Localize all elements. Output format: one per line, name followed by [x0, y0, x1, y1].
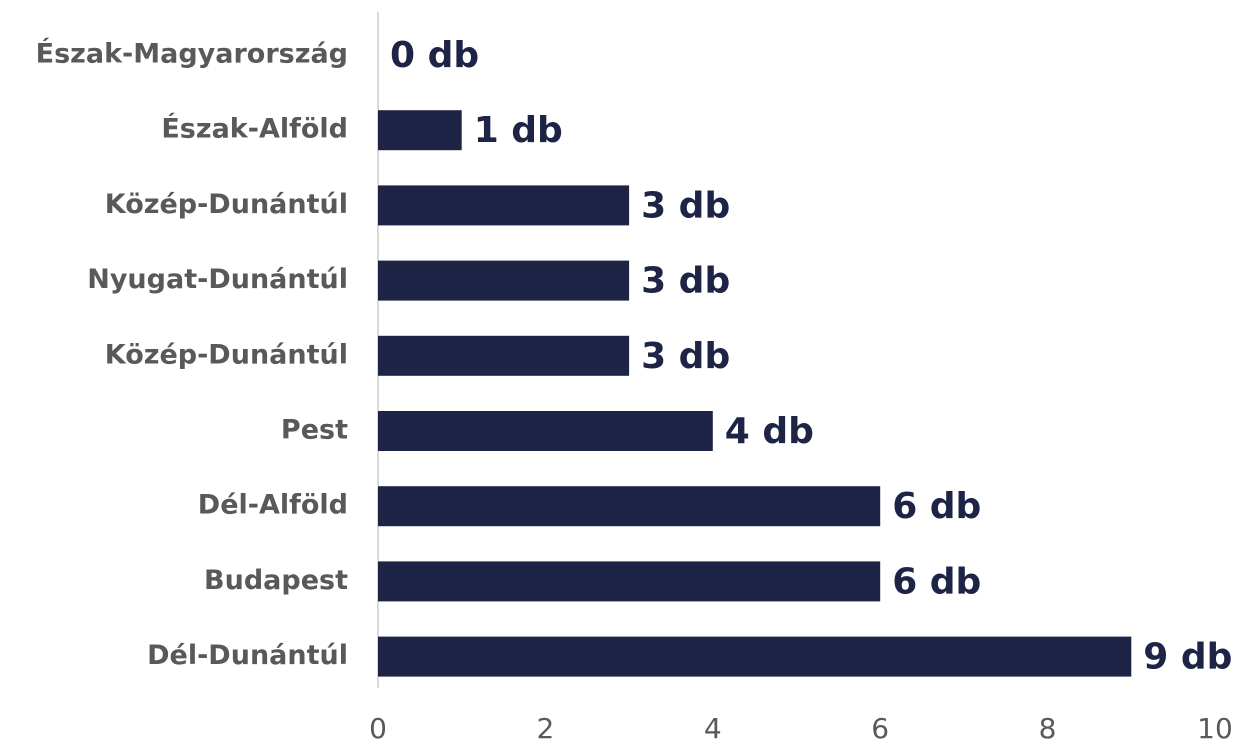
value-label: 1 db: [474, 110, 563, 151]
bar: [378, 411, 713, 451]
category-label: Közép-Dunántúl: [105, 189, 348, 220]
category-label: Észak-Magyarország: [36, 38, 348, 70]
category-label: Észak-Alföld: [161, 113, 348, 145]
value-label: 4 db: [725, 411, 814, 452]
value-label: 0 db: [390, 35, 479, 76]
value-label: 6 db: [892, 561, 981, 602]
bar: [378, 185, 630, 226]
value-label: 3 db: [641, 336, 730, 377]
category-label: Budapest: [204, 565, 348, 596]
value-label: 3 db: [641, 185, 730, 226]
bar: [378, 110, 462, 151]
category-label: Nyugat-Dunántúl: [87, 264, 348, 295]
value-label: 3 db: [641, 261, 730, 302]
bar: [378, 486, 881, 527]
x-tick-label: 10: [1197, 712, 1233, 745]
x-tick-label: 6: [871, 712, 889, 745]
bar: [378, 636, 1132, 677]
bar: [378, 561, 881, 602]
value-label: 9 db: [1143, 637, 1232, 678]
x-tick-label: 8: [1039, 712, 1057, 745]
x-tick-label: 4: [704, 712, 722, 745]
category-label: Dél-Alföld: [198, 490, 348, 521]
category-label: Közép-Dunántúl: [105, 339, 348, 370]
category-label: Pest: [281, 415, 348, 446]
x-tick-label: 0: [369, 712, 387, 745]
bar: [378, 260, 630, 301]
bar: [378, 335, 630, 376]
category-label: Dél-Dunántúl: [147, 640, 348, 671]
value-label: 6 db: [892, 486, 981, 527]
x-tick-label: 2: [536, 712, 554, 745]
